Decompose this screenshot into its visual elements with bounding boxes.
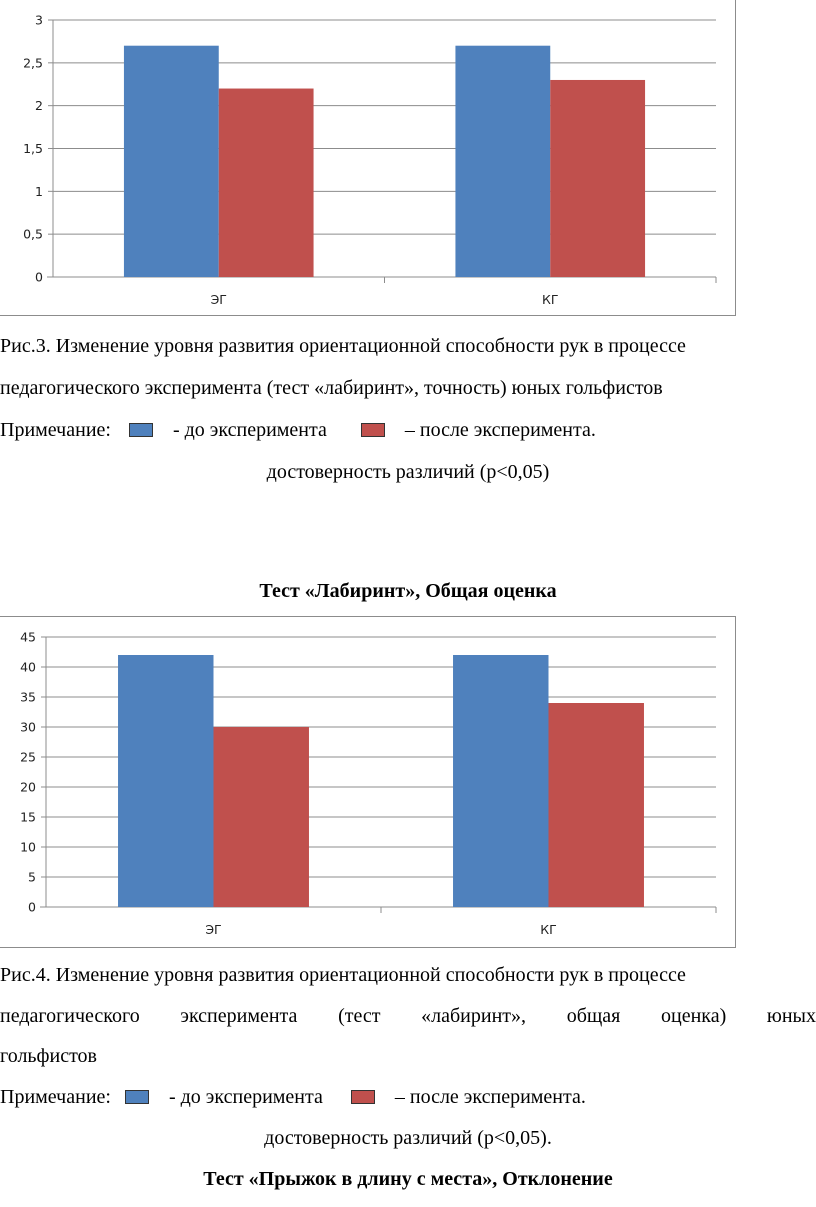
x-category-label: ЭГ (211, 292, 227, 307)
legend-before-swatch (128, 423, 153, 437)
legend-after-swatch (350, 1090, 375, 1104)
bar-after-2 (548, 703, 644, 907)
chart-overall: 0 5 10 15 20 25 30 35 40 45 ЭГ КГ (20, 630, 717, 937)
x-category-label: ЭГ (205, 922, 221, 937)
y-tick-label: 40 (20, 660, 36, 675)
bar-before-1 (123, 45, 219, 278)
y-tick-label: 2 (35, 98, 43, 113)
x-category-label: КГ (542, 292, 559, 307)
chart-accuracy: 0 0,5 1 1,5 2 2,5 3 ЭГ КГ (23, 13, 717, 307)
figure3-caption-line1: Рис.3. Изменение уровня развития ориента… (0, 335, 686, 357)
bar-after-1 (218, 88, 314, 278)
y-tick-label: 0 (35, 270, 43, 285)
bar-after-2 (550, 79, 646, 277)
y-tick-label: 0,5 (23, 227, 43, 242)
figure4-legend-note: Примечание: - до эксперимента – после эк… (0, 1087, 816, 1107)
figure4-caption-line1: Рис.4. Изменение уровня развития ориента… (0, 964, 686, 986)
legend-before-swatch (124, 1090, 149, 1104)
y-tick-label: 30 (20, 720, 36, 735)
note-label: Примечание: (0, 1086, 111, 1108)
y-tick-label: 3 (35, 13, 43, 28)
legend-after-label: – после эксперимента. (404, 419, 596, 441)
y-tick-label: 35 (20, 690, 36, 705)
y-tick-label: 45 (20, 630, 36, 645)
y-tick-label: 25 (20, 750, 36, 765)
figure3-legend-note: Примечание: - до эксперимента – после эк… (0, 420, 816, 440)
bar-before-2 (453, 655, 549, 907)
figure4-caption-line3: гольфистов (0, 1045, 98, 1067)
y-tick-label: 1 (35, 184, 43, 199)
next-section-heading: Тест «Прыжок в длину с места», Отклонени… (203, 1168, 613, 1190)
legend-before-label: - до эксперимента (168, 1086, 323, 1108)
figure3-significance: достоверность различий (р<0,05) (266, 461, 550, 483)
legend-before-label: - до эксперимента (172, 419, 327, 441)
bar-before-2 (455, 45, 551, 278)
figure3-caption-line2: педагогического эксперимента (тест «лаби… (0, 377, 663, 399)
legend-after-label: – после эксперимента. (394, 1086, 586, 1108)
legend-after-swatch (360, 423, 385, 437)
y-tick-label: 20 (20, 780, 36, 795)
y-tick-label: 10 (20, 840, 36, 855)
y-tick-label: 1,5 (23, 141, 43, 156)
y-tick-label: 5 (28, 870, 36, 885)
bar-after-1 (213, 727, 309, 907)
x-category-label: КГ (540, 922, 557, 937)
bar-before-1 (118, 655, 214, 907)
y-tick-label: 15 (20, 810, 36, 825)
y-tick-label: 2,5 (23, 55, 43, 70)
figure4-title: Тест «Лабиринт», Общая оценка (259, 580, 557, 602)
figure4-caption-line2: педагогического эксперимента (тест «лаби… (0, 1005, 816, 1027)
figure4-significance: достоверность различий (р<0,05). (264, 1127, 552, 1149)
y-tick-label: 0 (28, 900, 36, 915)
note-label: Примечание: (0, 419, 111, 441)
